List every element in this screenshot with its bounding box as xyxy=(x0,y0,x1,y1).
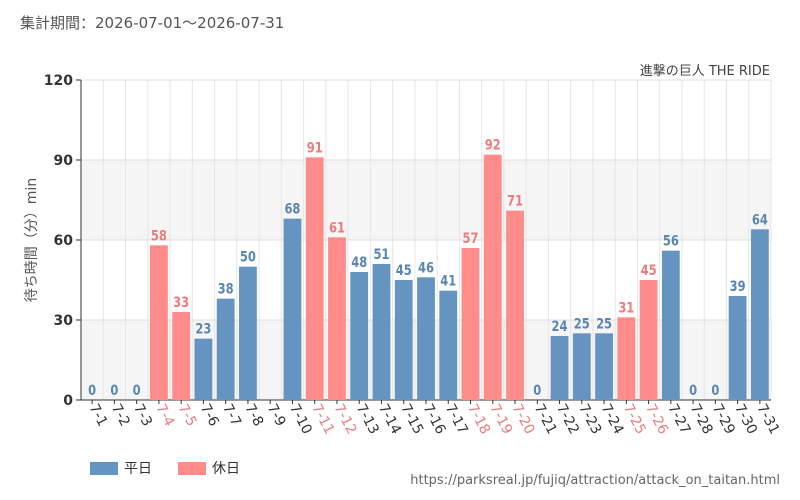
bar-7-31 xyxy=(750,229,769,400)
bar-7-12 xyxy=(328,237,346,400)
bar-7-18 xyxy=(461,248,480,400)
data-label-7-22: 24 xyxy=(552,319,568,335)
data-label-7-23: 25 xyxy=(574,316,590,332)
legend-swatch-holiday xyxy=(178,461,206,475)
data-label-7-26: 45 xyxy=(641,263,657,279)
bar-7-11 xyxy=(305,157,324,400)
y-tick-label: 30 xyxy=(54,313,74,329)
x-tick-label-7-4: 7-4 xyxy=(152,401,177,429)
x-tick-label-7-1: 7-1 xyxy=(86,401,111,429)
bar-7-17 xyxy=(439,290,458,400)
bar-7-13 xyxy=(350,272,369,400)
bar-7-8 xyxy=(239,266,257,400)
bar-7-27 xyxy=(661,250,680,400)
legend-label-holiday: 休日 xyxy=(212,461,240,477)
bar-7-7 xyxy=(216,298,235,400)
y-tick-label: 90 xyxy=(54,153,74,169)
data-label-7-12: 61 xyxy=(329,220,345,236)
legend-swatch-weekday xyxy=(90,461,118,475)
y-tick-label: 60 xyxy=(54,233,74,249)
source-url: https://parksreal.jp/fujiq/attraction/at… xyxy=(410,473,780,488)
bar-7-24 xyxy=(595,333,613,400)
data-label-7-15: 45 xyxy=(396,263,412,279)
bar-7-16 xyxy=(417,277,435,400)
data-label-7-31: 64 xyxy=(752,212,768,228)
x-tick-label-7-7: 7-7 xyxy=(219,401,244,429)
bar-7-26 xyxy=(639,280,658,400)
x-tick-label-7-2: 7-2 xyxy=(108,401,133,429)
bar-7-15 xyxy=(394,280,413,400)
period-label: 集計期間：2026-07-01～2026-07-31 xyxy=(20,14,285,32)
data-label-7-14: 51 xyxy=(373,247,389,263)
data-label-7-2: 0 xyxy=(110,383,118,399)
data-label-7-6: 23 xyxy=(195,322,211,338)
data-label-7-3: 0 xyxy=(133,383,141,399)
y-tick-label: 120 xyxy=(44,73,73,89)
bar-7-10 xyxy=(283,218,302,400)
y-axis-label: 待ち時間（分）min xyxy=(24,178,40,302)
data-label-7-20: 71 xyxy=(507,194,523,210)
bar-7-6 xyxy=(194,338,213,400)
x-tick-label-7-31: 7-31 xyxy=(753,401,782,437)
bar-7-22 xyxy=(550,336,569,400)
data-label-7-11: 91 xyxy=(307,140,323,156)
data-label-7-25: 31 xyxy=(618,300,634,316)
data-label-7-30: 39 xyxy=(730,279,746,295)
data-label-7-29: 0 xyxy=(711,383,719,399)
bar-7-14 xyxy=(372,264,391,400)
legend-item-holiday: 休日 xyxy=(178,458,240,478)
data-label-7-28: 0 xyxy=(689,383,697,399)
data-label-7-16: 46 xyxy=(418,260,434,276)
data-label-7-27: 56 xyxy=(663,234,679,250)
legend: 平日 休日 xyxy=(90,458,266,478)
x-tick-label-7-8: 7-8 xyxy=(241,401,266,429)
data-label-7-13: 48 xyxy=(351,255,367,271)
data-label-7-21: 0 xyxy=(533,383,541,399)
data-label-7-19: 92 xyxy=(485,138,501,154)
bar-7-23 xyxy=(572,333,591,400)
bar-7-25 xyxy=(617,317,636,400)
data-label-7-18: 57 xyxy=(463,231,479,247)
plot-band xyxy=(81,80,771,160)
data-label-7-24: 25 xyxy=(596,316,612,332)
bar-7-20 xyxy=(506,210,524,400)
data-label-7-17: 41 xyxy=(440,274,456,290)
legend-item-weekday: 平日 xyxy=(90,458,152,478)
data-label-7-7: 38 xyxy=(218,282,234,298)
bar-7-4 xyxy=(150,245,168,400)
x-tick-label-7-5: 7-5 xyxy=(175,401,200,429)
y-tick-label: 0 xyxy=(63,393,73,409)
data-label-7-8: 50 xyxy=(240,250,256,266)
data-label-7-4: 58 xyxy=(151,228,167,244)
data-label-7-10: 68 xyxy=(284,202,300,218)
legend-label-weekday: 平日 xyxy=(124,461,152,477)
data-label-7-1: 0 xyxy=(88,383,96,399)
x-tick-label-7-9: 7-9 xyxy=(264,401,289,429)
data-label-7-5: 33 xyxy=(173,295,189,311)
bar-7-5 xyxy=(172,312,191,400)
attraction-title: 進撃の巨人 THE RIDE xyxy=(639,64,770,79)
x-tick-label-7-3: 7-3 xyxy=(130,401,155,429)
x-tick-label-7-6: 7-6 xyxy=(197,401,222,429)
bar-7-19 xyxy=(483,154,502,400)
bar-7-30 xyxy=(728,296,747,400)
plot-band xyxy=(81,160,771,240)
